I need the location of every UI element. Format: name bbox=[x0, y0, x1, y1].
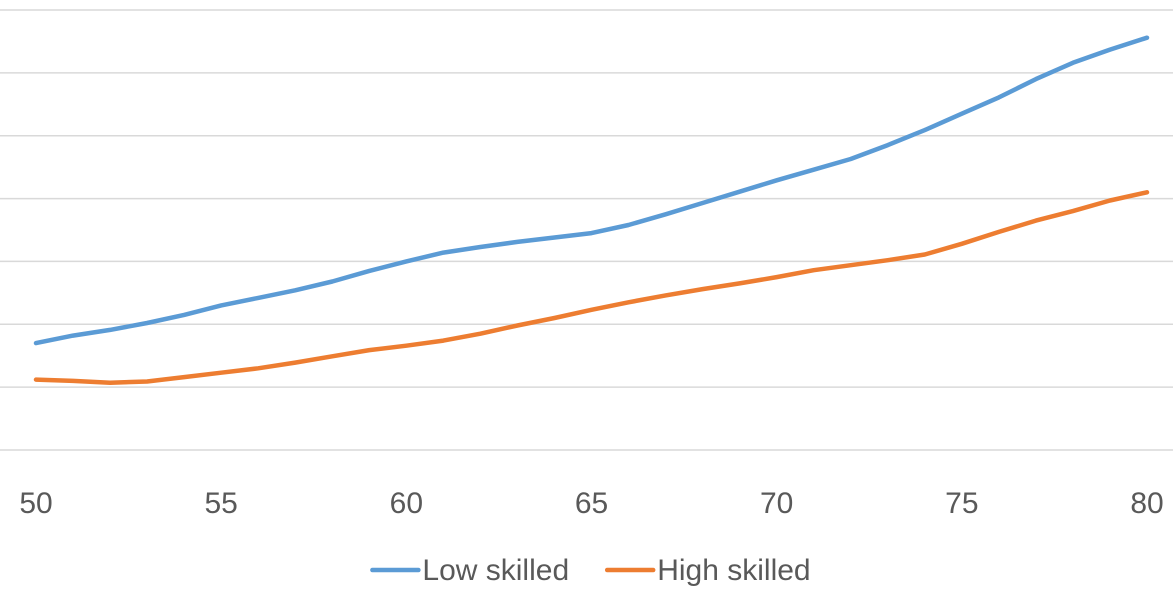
x-tick-label-50: 50 bbox=[19, 487, 52, 520]
legend-item-high-skilled: High skilled bbox=[604, 554, 811, 587]
legend-item-low-skilled: Low skilled bbox=[370, 554, 569, 587]
x-tick-label-65: 65 bbox=[575, 487, 608, 520]
legend: Low skilled High skilled bbox=[370, 554, 811, 587]
x-tick-label-70: 70 bbox=[760, 487, 793, 520]
legend-label: Low skilled bbox=[422, 554, 569, 587]
x-tick-label-75: 75 bbox=[945, 487, 978, 520]
x-tick-label-80: 80 bbox=[1130, 487, 1163, 520]
x-axis-tick-labels: 50 55 60 65 70 75 80 bbox=[19, 487, 1163, 520]
x-tick-label-55: 55 bbox=[204, 487, 237, 520]
legend-label: High skilled bbox=[657, 554, 810, 587]
series-line-high-skilled bbox=[33, 190, 1150, 385]
gridlines bbox=[0, 9, 1173, 451]
series-line-low-skilled bbox=[33, 35, 1150, 346]
x-tick-label-60: 60 bbox=[390, 487, 423, 520]
series-lines bbox=[33, 35, 1150, 385]
